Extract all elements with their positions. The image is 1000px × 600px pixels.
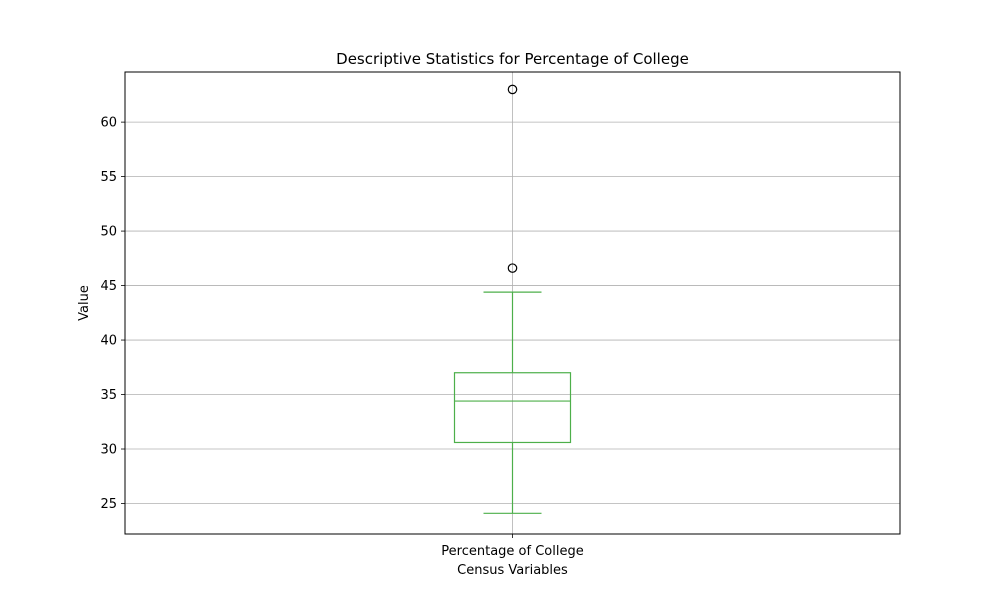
x-tick-label: Percentage of College — [441, 544, 583, 559]
y-tick-label: 35 — [100, 388, 117, 403]
outlier-point — [507, 263, 518, 273]
plot-area-frame — [124, 71, 901, 535]
y-tick-label: 25 — [100, 497, 117, 512]
y-tick-label: 55 — [100, 170, 117, 185]
x-axis-ticks: Percentage of College — [441, 534, 584, 559]
x-axis-label: Census Variables — [457, 563, 568, 578]
y-tick-label: 50 — [100, 225, 117, 240]
outlier-point — [507, 84, 518, 95]
interquartile-box — [453, 372, 572, 444]
y-axis-label: Value — [77, 285, 92, 321]
chart-title: Descriptive Statistics for Percentage of… — [336, 50, 689, 68]
y-axis-ticks: 25 30 35 40 45 50 55 60 — [100, 116, 125, 512]
box-plot-series — [453, 84, 572, 514]
y-tick-label: 40 — [100, 334, 117, 349]
y-tick-label: 30 — [100, 443, 117, 458]
y-tick-label: 45 — [100, 279, 117, 294]
y-tick-label: 60 — [100, 116, 117, 131]
